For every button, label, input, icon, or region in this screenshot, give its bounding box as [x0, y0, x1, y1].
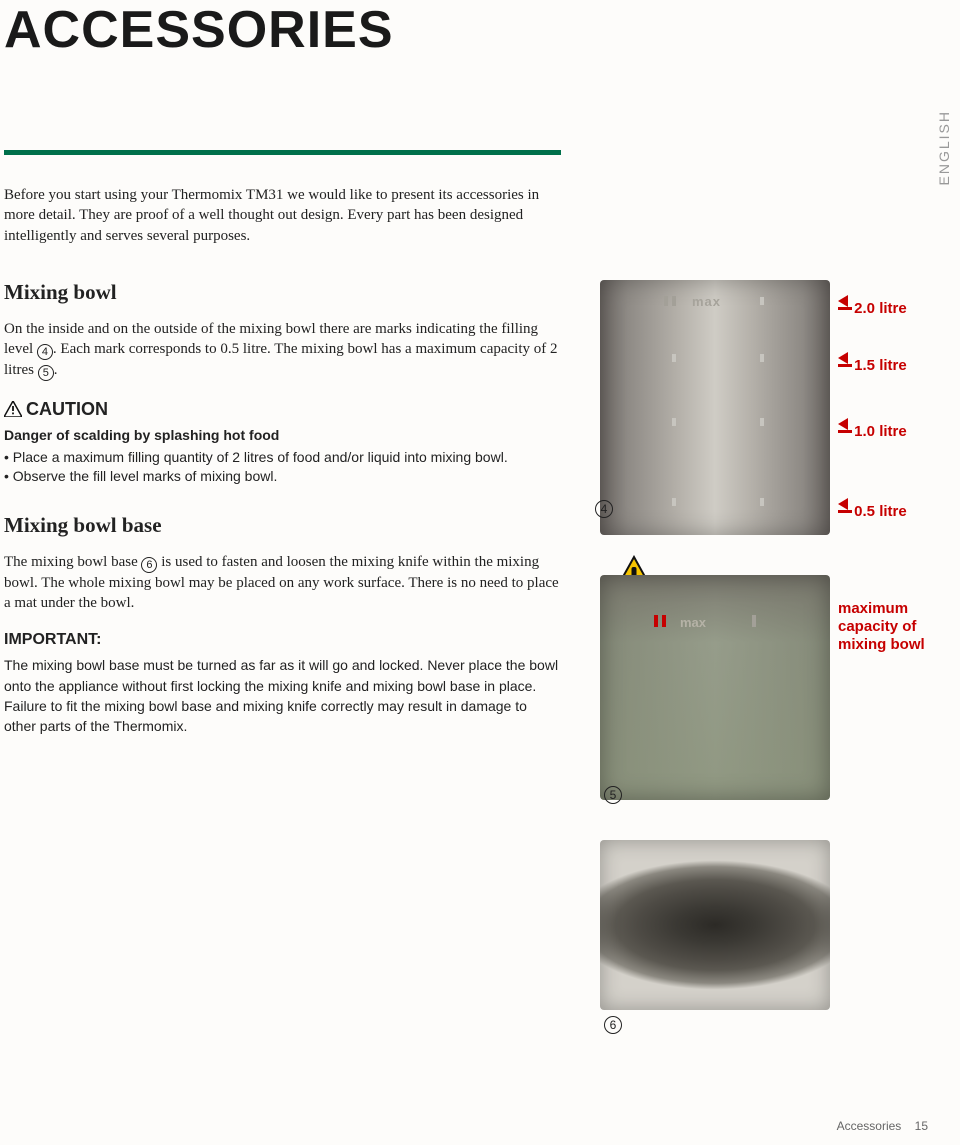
level-label: 0.5 litre	[838, 498, 907, 520]
body-text: The mixing bowl base	[4, 554, 141, 570]
caution-box: Danger of scalding by splashing hot food…	[4, 426, 561, 487]
level-text: 0.5 litre	[854, 503, 907, 520]
language-tab: ENGLISH	[936, 110, 952, 185]
left-column: Before you start using your Thermomix TM…	[4, 185, 561, 736]
page-footer: Accessories 15	[837, 1119, 928, 1133]
level-text: 1.0 litre	[854, 423, 907, 440]
level-label: 1.5 litre	[838, 352, 907, 374]
figure-ref-4: 4	[595, 500, 613, 518]
caution-item: Observe the fill level marks of mixing b…	[4, 467, 561, 487]
important-body: The mixing bowl base must be turned as f…	[4, 655, 561, 736]
mixing-bowl-base-body: The mixing bowl base 6 is used to fasten…	[4, 552, 561, 614]
level-label: 2.0 litre	[838, 295, 907, 317]
arrow-left-icon	[838, 295, 848, 307]
figure-bowl-inside: max	[600, 280, 830, 535]
figure-ref-6: 6	[604, 1016, 622, 1034]
footer-page-number: 15	[915, 1119, 928, 1133]
caution-heading: CAUTION	[4, 399, 561, 420]
mixing-bowl-body: On the inside and on the outside of the …	[4, 319, 561, 381]
page-title: ACCESSORIES	[4, 0, 394, 60]
level-text: 2.0 litre	[854, 300, 907, 317]
max-label: max	[692, 294, 721, 309]
ref-number: 4	[595, 500, 613, 518]
figure-bowl-base	[600, 840, 830, 1010]
ref-5-inline: 5	[38, 365, 54, 381]
mixing-bowl-base-heading: Mixing bowl base	[4, 513, 561, 538]
max-label: max	[680, 615, 706, 630]
ref-number: 6	[604, 1016, 622, 1034]
arrow-left-icon	[838, 498, 848, 510]
ref-number: 5	[604, 786, 622, 804]
ref-4-inline: 4	[37, 344, 53, 360]
title-rule	[4, 150, 561, 155]
level-label: 1.0 litre	[838, 418, 907, 440]
arrow-left-icon	[838, 352, 848, 364]
max-capacity-label: maximum capacity of mixing bowl	[838, 600, 948, 654]
important-heading: IMPORTANT:	[4, 631, 561, 649]
ref-6-inline: 6	[141, 557, 157, 573]
figure-ref-5: 5	[604, 786, 622, 804]
arrow-left-icon	[838, 418, 848, 430]
footer-section: Accessories	[837, 1119, 902, 1133]
intro-paragraph: Before you start using your Thermomix TM…	[4, 185, 561, 246]
level-text: 1.5 litre	[854, 357, 907, 374]
caution-label: CAUTION	[26, 399, 108, 419]
warning-icon	[4, 401, 22, 417]
body-text: . Each mark corresponds to 0.5 litre. Th…	[4, 341, 558, 378]
mixing-bowl-heading: Mixing bowl	[4, 280, 561, 305]
caution-list: Place a maximum filling quantity of 2 li…	[4, 448, 561, 487]
caution-subheading: Danger of scalding by splashing hot food	[4, 426, 561, 446]
figure-bowl-outside: max	[600, 575, 830, 800]
body-text: .	[54, 362, 58, 378]
caution-item: Place a maximum filling quantity of 2 li…	[4, 448, 561, 468]
